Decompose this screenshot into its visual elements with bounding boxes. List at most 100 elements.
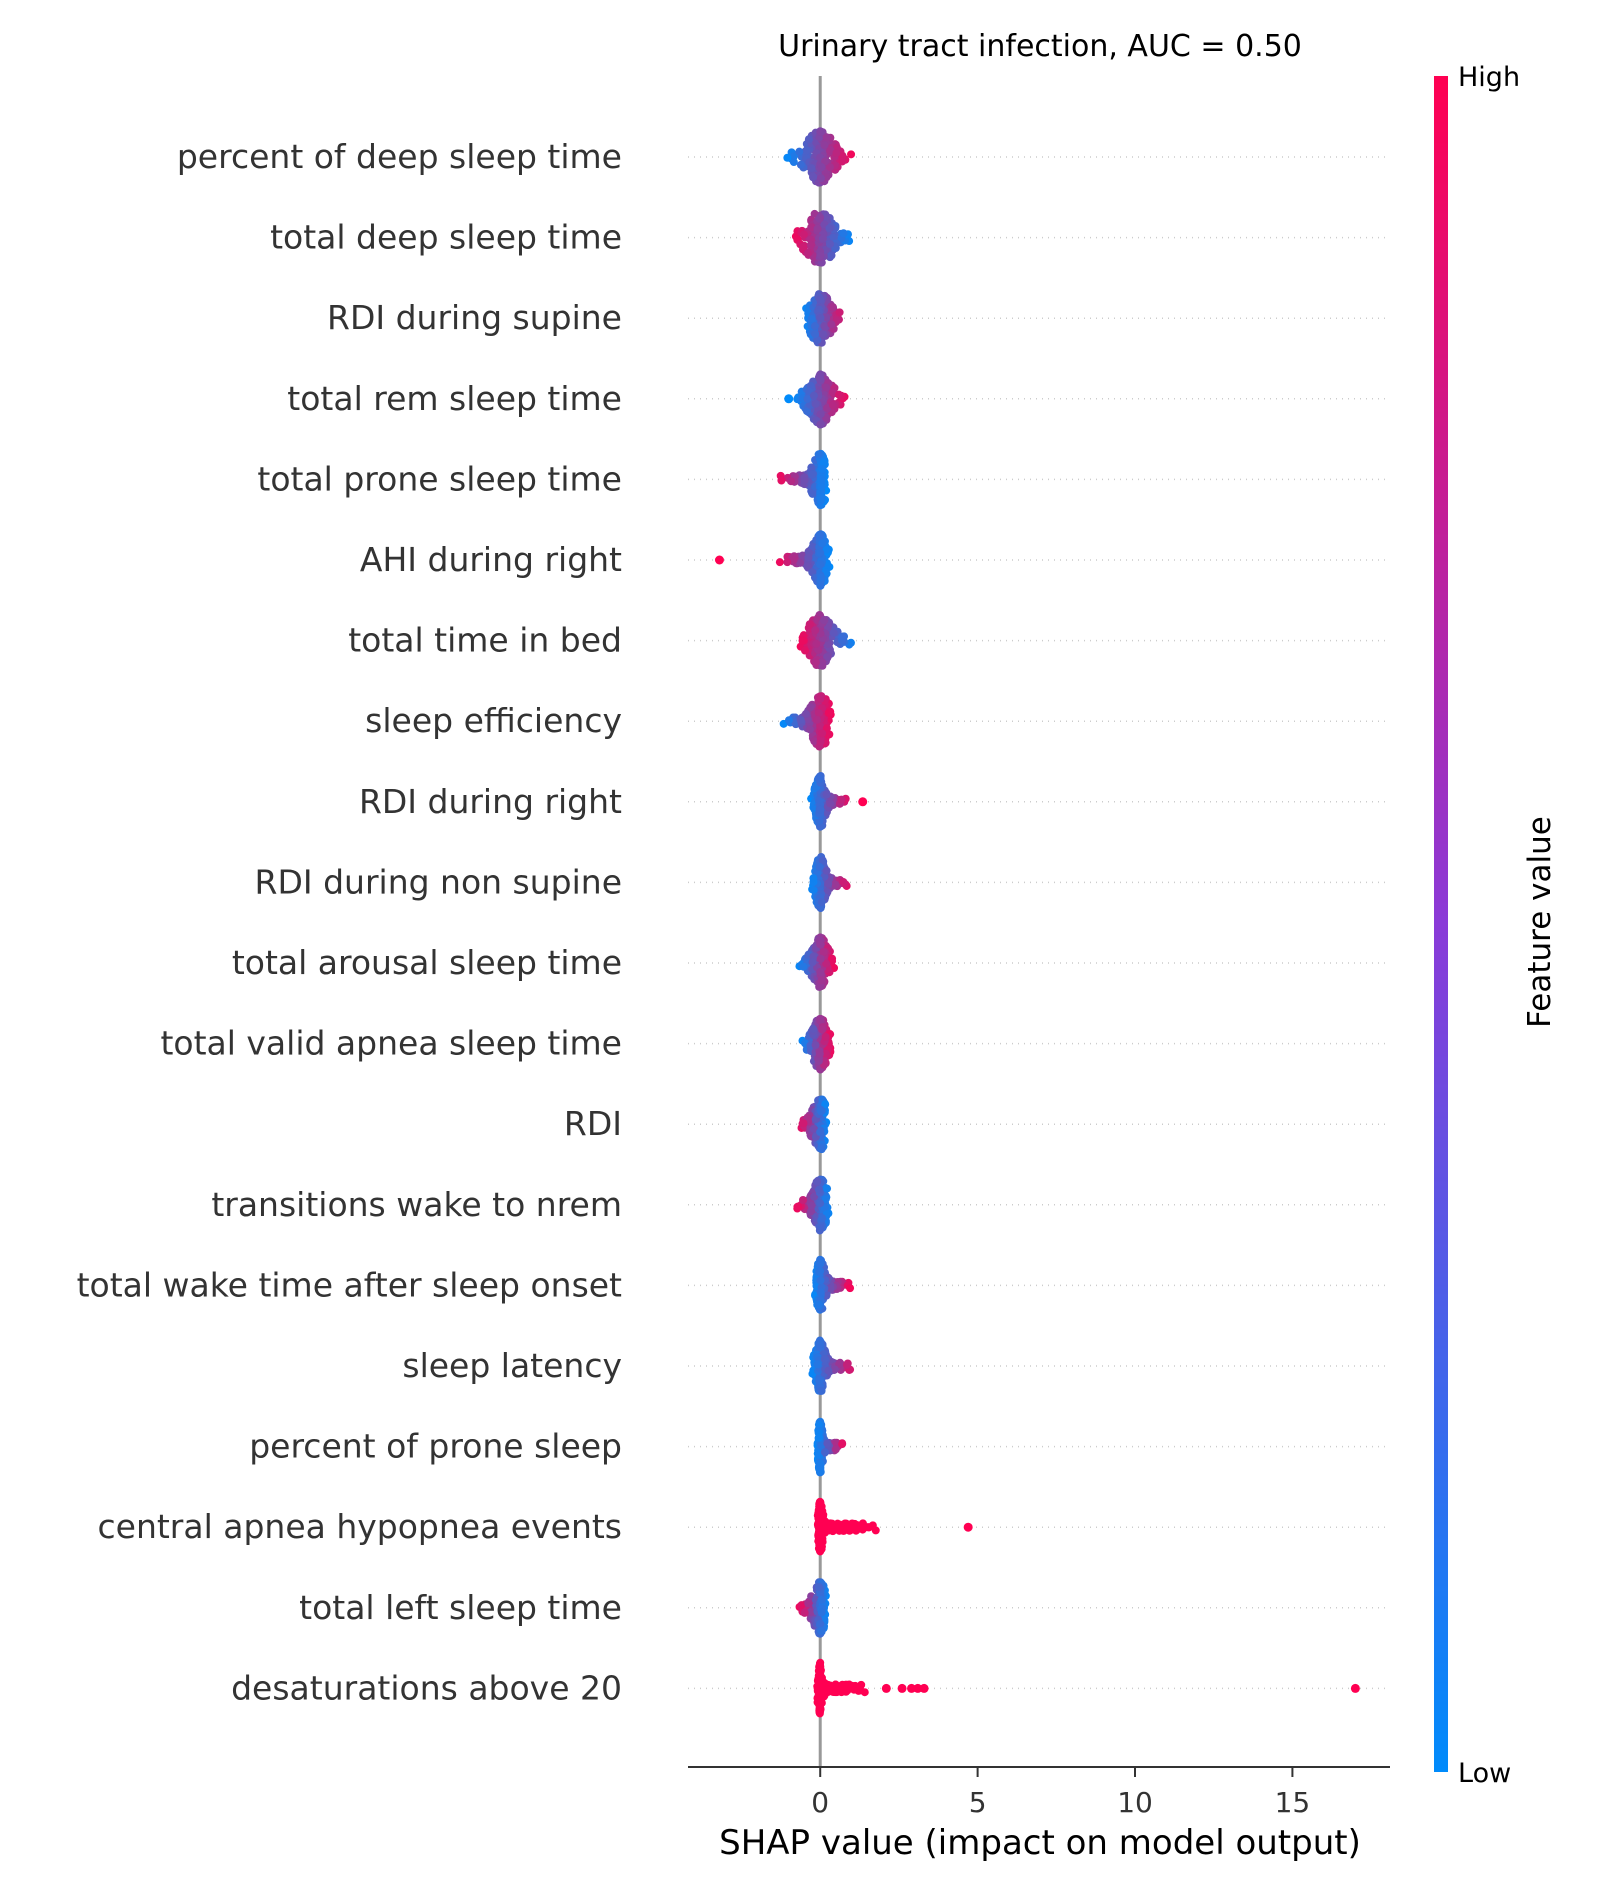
shap-point [795, 147, 804, 156]
feature-label: transitions wake to nrem [211, 1185, 622, 1224]
shap-point [838, 157, 847, 166]
shap-point [805, 620, 814, 629]
shap-point [821, 1195, 830, 1204]
shap-point [828, 954, 837, 963]
shap-point [822, 724, 831, 733]
chart-title: Urinary tract infection, AUC = 0.50 [778, 29, 1302, 64]
shap-point [815, 1535, 824, 1544]
shap-point [818, 539, 827, 548]
shap-point [811, 330, 820, 339]
shap-point [806, 235, 815, 244]
shap-point [814, 1583, 823, 1592]
shap-point [815, 1709, 824, 1718]
shap-outlier-point [913, 1683, 923, 1693]
shap-point [816, 1267, 825, 1276]
shap-point [818, 729, 827, 738]
shap-point [816, 548, 825, 557]
shap-point [799, 230, 808, 239]
shap-point [807, 223, 816, 232]
shap-point [816, 251, 825, 260]
shap-point [816, 174, 825, 183]
shap-point [818, 465, 827, 474]
shap-point [815, 1703, 824, 1712]
shap-point [806, 703, 815, 712]
feature-label: desaturations above 20 [231, 1668, 622, 1707]
feature-label: RDI [564, 1104, 622, 1143]
shap-point [816, 694, 825, 703]
shap-point [821, 323, 830, 332]
shap-point [804, 135, 813, 144]
shap-point [818, 856, 827, 865]
shap-point [777, 476, 786, 485]
shap-point [803, 1113, 812, 1122]
x-tick-label: 5 [969, 1786, 987, 1819]
shap-point [818, 234, 827, 243]
shap-point [825, 163, 834, 172]
shap-point [803, 394, 812, 403]
shap-point [799, 1119, 808, 1128]
shap-point [831, 1445, 840, 1454]
shap-point [806, 1608, 815, 1617]
shap-point [797, 1601, 806, 1610]
shap-point [818, 1214, 827, 1223]
shap-point [801, 646, 810, 655]
shap-point [806, 241, 815, 250]
shap-point [842, 1360, 851, 1369]
feature-label: percent of deep sleep time [177, 137, 622, 176]
shap-point [829, 628, 838, 637]
shap-point [821, 157, 830, 166]
shap-outlier-point [1350, 1683, 1360, 1693]
shap-point [811, 1041, 820, 1050]
shap-point [823, 1685, 832, 1694]
colorbar-low-label: Low [1458, 1758, 1511, 1789]
shap-point [810, 737, 819, 746]
row-guides [688, 156, 1390, 1690]
feature-label: total arousal sleep time [232, 943, 622, 982]
shap-point [824, 708, 833, 717]
x-tick-label: 0 [811, 1786, 829, 1819]
shap-outlier-point [919, 1683, 929, 1693]
feature-labels: percent of deep sleep time total deep sle… [77, 137, 622, 1707]
shap-point [816, 410, 825, 419]
shap-point [809, 1124, 818, 1133]
shap-point [838, 1440, 847, 1449]
shap-point [818, 661, 827, 670]
x-axis-title: SHAP value (impact on model output) [719, 1823, 1361, 1863]
shap-point [816, 1128, 825, 1137]
shap-point [820, 616, 829, 625]
shap-point [801, 709, 810, 718]
feature-label: total rem sleep time [287, 379, 622, 418]
shap-point [816, 1259, 825, 1268]
shap-point [819, 948, 828, 957]
shap-point [835, 1360, 844, 1369]
shap-point [824, 879, 833, 888]
shap-point [817, 898, 826, 907]
shap-point [816, 1144, 825, 1153]
shap-point [860, 1688, 869, 1697]
shap-point [838, 632, 847, 641]
shap-point [807, 1201, 816, 1210]
feature-label: total deep sleep time [270, 218, 622, 257]
shap-point [815, 1376, 824, 1385]
shap-point [816, 940, 825, 949]
shap-point [803, 407, 812, 416]
shap-point [811, 626, 820, 635]
shap-outlier-point [907, 1683, 917, 1693]
shap-point [818, 1025, 827, 1034]
shap-point [812, 639, 821, 648]
shap-point [811, 658, 820, 667]
shap-point [839, 878, 848, 887]
shap-point [823, 1184, 832, 1193]
shap-point [816, 722, 825, 731]
shap-point [814, 1420, 823, 1429]
shap-point [816, 1276, 825, 1285]
shap-point [863, 1523, 872, 1532]
shap-point [796, 160, 805, 169]
shap-point [802, 146, 811, 155]
shap-point [789, 555, 798, 564]
shap-point [815, 1049, 824, 1058]
shap-point [821, 1049, 830, 1058]
shap-point [783, 558, 792, 567]
shap-point [822, 383, 831, 392]
